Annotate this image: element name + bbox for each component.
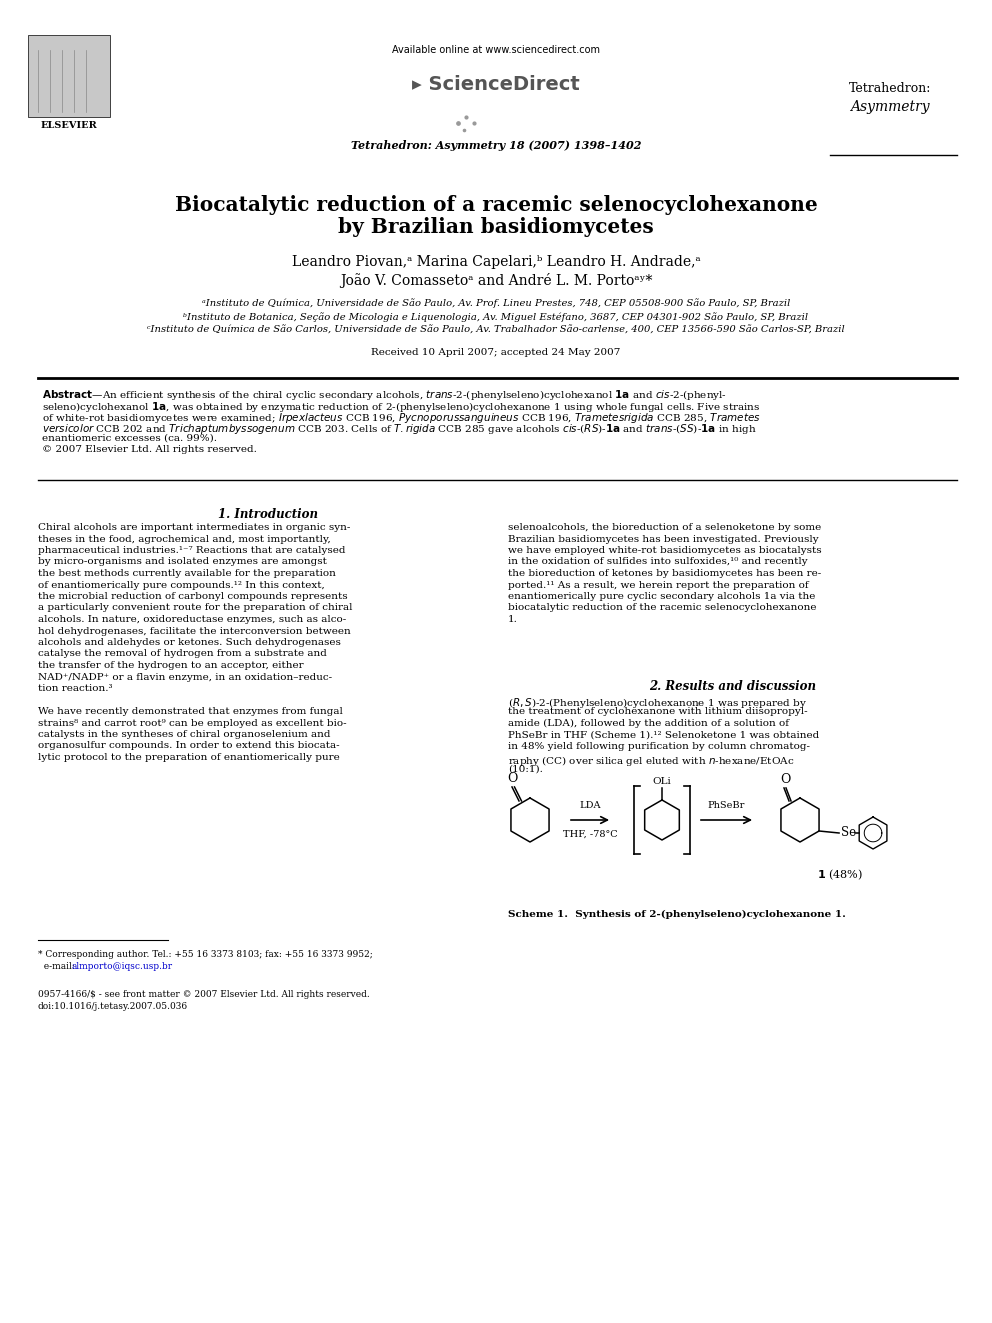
Text: catalyse the removal of hydrogen from a substrate and: catalyse the removal of hydrogen from a … xyxy=(38,650,327,659)
Text: selenoalcohols, the bioreduction of a selenoketone by some: selenoalcohols, the bioreduction of a se… xyxy=(508,523,821,532)
Text: ᶜInstituto de Química de São Carlos, Universidade de São Paulo, Av. Trabalhador : ᶜInstituto de Química de São Carlos, Uni… xyxy=(147,325,845,335)
Text: ᵇInstituto de Botanica, Seção de Micologia e Liquenologia, Av. Miguel Estéfano, : ᵇInstituto de Botanica, Seção de Micolog… xyxy=(184,312,808,321)
Text: biocatalytic reduction of the racemic selenocyclohexanone: biocatalytic reduction of the racemic se… xyxy=(508,603,816,613)
Text: the best methods currently available for the preparation: the best methods currently available for… xyxy=(38,569,336,578)
Text: ELSEVIER: ELSEVIER xyxy=(41,120,97,130)
Text: OLi: OLi xyxy=(653,777,672,786)
Text: THF, -78°C: THF, -78°C xyxy=(562,830,617,839)
Text: Scheme 1.  Synthesis of 2-(phenylseleno)cyclohexanone 1.: Scheme 1. Synthesis of 2-(phenylseleno)c… xyxy=(508,910,846,919)
Text: doi:10.1016/j.tetasy.2007.05.036: doi:10.1016/j.tetasy.2007.05.036 xyxy=(38,1002,188,1011)
Text: in 48% yield following purification by column chromatog-: in 48% yield following purification by c… xyxy=(508,742,810,751)
Text: NAD⁺/NADP⁺ or a flavin enzyme, in an oxidation–reduc-: NAD⁺/NADP⁺ or a flavin enzyme, in an oxi… xyxy=(38,672,332,681)
Text: amide (LDA), followed by the addition of a solution of: amide (LDA), followed by the addition of… xyxy=(508,718,789,728)
Text: seleno)cyclohexanol $\mathbf{1a}$, was obtained by enzymatic reduction of 2-(phe: seleno)cyclohexanol $\mathbf{1a}$, was o… xyxy=(42,400,760,414)
Text: by micro-organisms and isolated enzymes are amongst: by micro-organisms and isolated enzymes … xyxy=(38,557,327,566)
Text: We have recently demonstrated that enzymes from fungal: We have recently demonstrated that enzym… xyxy=(38,706,343,716)
Text: alcohols and aldehydes or ketones. Such dehydrogenases: alcohols and aldehydes or ketones. Such … xyxy=(38,638,341,647)
Text: catalysts in the syntheses of chiral organoselenium and: catalysts in the syntheses of chiral org… xyxy=(38,730,330,740)
Text: enantiomerically pure cyclic secondary alcohols 1a via the: enantiomerically pure cyclic secondary a… xyxy=(508,591,815,601)
Text: ported.¹¹ As a result, we herein report the preparation of: ported.¹¹ As a result, we herein report … xyxy=(508,581,808,590)
Text: $\it{versicolor}$ CCB 202 and $\it{Trichaptum byssogenum}$ CCB 203. Cells of $\i: $\it{versicolor}$ CCB 202 and $\it{Trich… xyxy=(42,422,757,437)
Text: Tetrahedron: Asymmetry 18 (2007) 1398–1402: Tetrahedron: Asymmetry 18 (2007) 1398–14… xyxy=(351,140,641,151)
Text: © 2007 Elsevier Ltd. All rights reserved.: © 2007 Elsevier Ltd. All rights reserved… xyxy=(42,446,257,455)
Text: theses in the food, agrochemical and, most importantly,: theses in the food, agrochemical and, mo… xyxy=(38,534,330,544)
Text: Se: Se xyxy=(841,827,856,840)
Text: alcohols. In nature, oxidoreductase enzymes, such as alco-: alcohols. In nature, oxidoreductase enzy… xyxy=(38,615,346,624)
Text: of white-rot basidiomycetes were examined; $\it{Irpex lacteus}$ CCB 196, $\it{Py: of white-rot basidiomycetes were examine… xyxy=(42,411,761,425)
Text: a particularly convenient route for the preparation of chiral: a particularly convenient route for the … xyxy=(38,603,352,613)
Text: of enantiomerically pure compounds.¹² In this context,: of enantiomerically pure compounds.¹² In… xyxy=(38,581,324,590)
Text: LDA: LDA xyxy=(579,800,601,810)
Text: Available online at www.sciencedirect.com: Available online at www.sciencedirect.co… xyxy=(392,45,600,56)
Text: $\mathbf{Abstract}$—An efficient synthesis of the chiral cyclic secondary alcoho: $\mathbf{Abstract}$—An efficient synthes… xyxy=(42,388,727,402)
Text: Asymmetry: Asymmetry xyxy=(850,101,930,114)
Text: lytic protocol to the preparation of enantiomerically pure: lytic protocol to the preparation of ena… xyxy=(38,753,339,762)
Text: Biocatalytic reduction of a racemic selenocyclohexanone: Biocatalytic reduction of a racemic sele… xyxy=(175,194,817,216)
Text: by Brazilian basidiomycetes: by Brazilian basidiomycetes xyxy=(338,217,654,237)
Text: pharmaceutical industries.¹⁻⁷ Reactions that are catalysed: pharmaceutical industries.¹⁻⁷ Reactions … xyxy=(38,546,345,556)
Text: Chiral alcohols are important intermediates in organic syn-: Chiral alcohols are important intermedia… xyxy=(38,523,350,532)
Text: the transfer of the hydrogen to an acceptor, either: the transfer of the hydrogen to an accep… xyxy=(38,662,304,669)
Text: $\mathbf{1}$ (48%): $\mathbf{1}$ (48%) xyxy=(817,868,863,882)
Text: the bioreduction of ketones by basidiomycetes has been re-: the bioreduction of ketones by basidiomy… xyxy=(508,569,821,578)
Text: 1. Introduction: 1. Introduction xyxy=(218,508,318,521)
Text: * Corresponding author. Tel.: +55 16 3373 8103; fax: +55 16 3373 9952;: * Corresponding author. Tel.: +55 16 337… xyxy=(38,950,373,959)
Text: Leandro Piovan,ᵃ Marina Capelari,ᵇ Leandro H. Andrade,ᵃ: Leandro Piovan,ᵃ Marina Capelari,ᵇ Leand… xyxy=(292,255,700,269)
Text: O: O xyxy=(780,773,791,786)
Bar xyxy=(28,34,110,116)
Text: ᵃInstituto de Química, Universidade de São Paulo, Av. Prof. Lineu Prestes, 748, : ᵃInstituto de Química, Universidade de S… xyxy=(201,298,791,308)
Text: 1.: 1. xyxy=(508,615,518,624)
Text: Received 10 April 2007; accepted 24 May 2007: Received 10 April 2007; accepted 24 May … xyxy=(371,348,621,357)
Text: Tetrahedron:: Tetrahedron: xyxy=(849,82,931,95)
Text: (10:1).: (10:1). xyxy=(508,765,543,774)
Text: in the oxidation of sulfides into sulfoxides,¹⁰ and recently: in the oxidation of sulfides into sulfox… xyxy=(508,557,807,566)
Text: 2. Results and discussion: 2. Results and discussion xyxy=(649,680,816,693)
Text: we have employed white-rot basidiomycetes as biocatalysts: we have employed white-rot basidiomycete… xyxy=(508,546,821,556)
Text: strains⁸ and carrot root⁹ can be employed as excellent bio-: strains⁸ and carrot root⁹ can be employe… xyxy=(38,718,346,728)
Text: the treatment of cyclohexanone with lithium diisopropyl-: the treatment of cyclohexanone with lith… xyxy=(508,708,807,717)
Text: raphy (CC) over silica gel eluted with $\it{n}$-hexane/EtOAc: raphy (CC) over silica gel eluted with $… xyxy=(508,754,795,767)
Text: tion reaction.³: tion reaction.³ xyxy=(38,684,112,693)
Text: PhSeBr: PhSeBr xyxy=(707,800,745,810)
Text: O: O xyxy=(507,771,517,785)
Text: enantiomeric excesses (ca. 99%).: enantiomeric excesses (ca. 99%). xyxy=(42,434,217,443)
Text: organosulfur compounds. In order to extend this biocata-: organosulfur compounds. In order to exte… xyxy=(38,741,339,750)
Text: e-mail:: e-mail: xyxy=(38,962,77,971)
Text: hol dehydrogenases, facilitate the interconversion between: hol dehydrogenases, facilitate the inter… xyxy=(38,627,351,635)
Text: the microbial reduction of carbonyl compounds represents: the microbial reduction of carbonyl comp… xyxy=(38,591,347,601)
Text: João V. Comassetoᵃ and André L. M. Portoᵃʸ*: João V. Comassetoᵃ and André L. M. Porto… xyxy=(340,273,652,288)
Text: ($\it{R,S}$)-2-(Phenylseleno)cyclohexanone 1 was prepared by: ($\it{R,S}$)-2-(Phenylseleno)cyclohexano… xyxy=(508,696,807,710)
Text: almporto@iqsc.usp.br: almporto@iqsc.usp.br xyxy=(72,962,174,971)
Text: PhSeBr in THF (Scheme 1).¹² Selenoketone 1 was obtained: PhSeBr in THF (Scheme 1).¹² Selenoketone… xyxy=(508,730,819,740)
Text: Brazilian basidiomycetes has been investigated. Previously: Brazilian basidiomycetes has been invest… xyxy=(508,534,818,544)
Text: 0957-4166/$ - see front matter © 2007 Elsevier Ltd. All rights reserved.: 0957-4166/$ - see front matter © 2007 El… xyxy=(38,990,370,999)
Text: ▸ ScienceDirect: ▸ ScienceDirect xyxy=(412,75,580,94)
